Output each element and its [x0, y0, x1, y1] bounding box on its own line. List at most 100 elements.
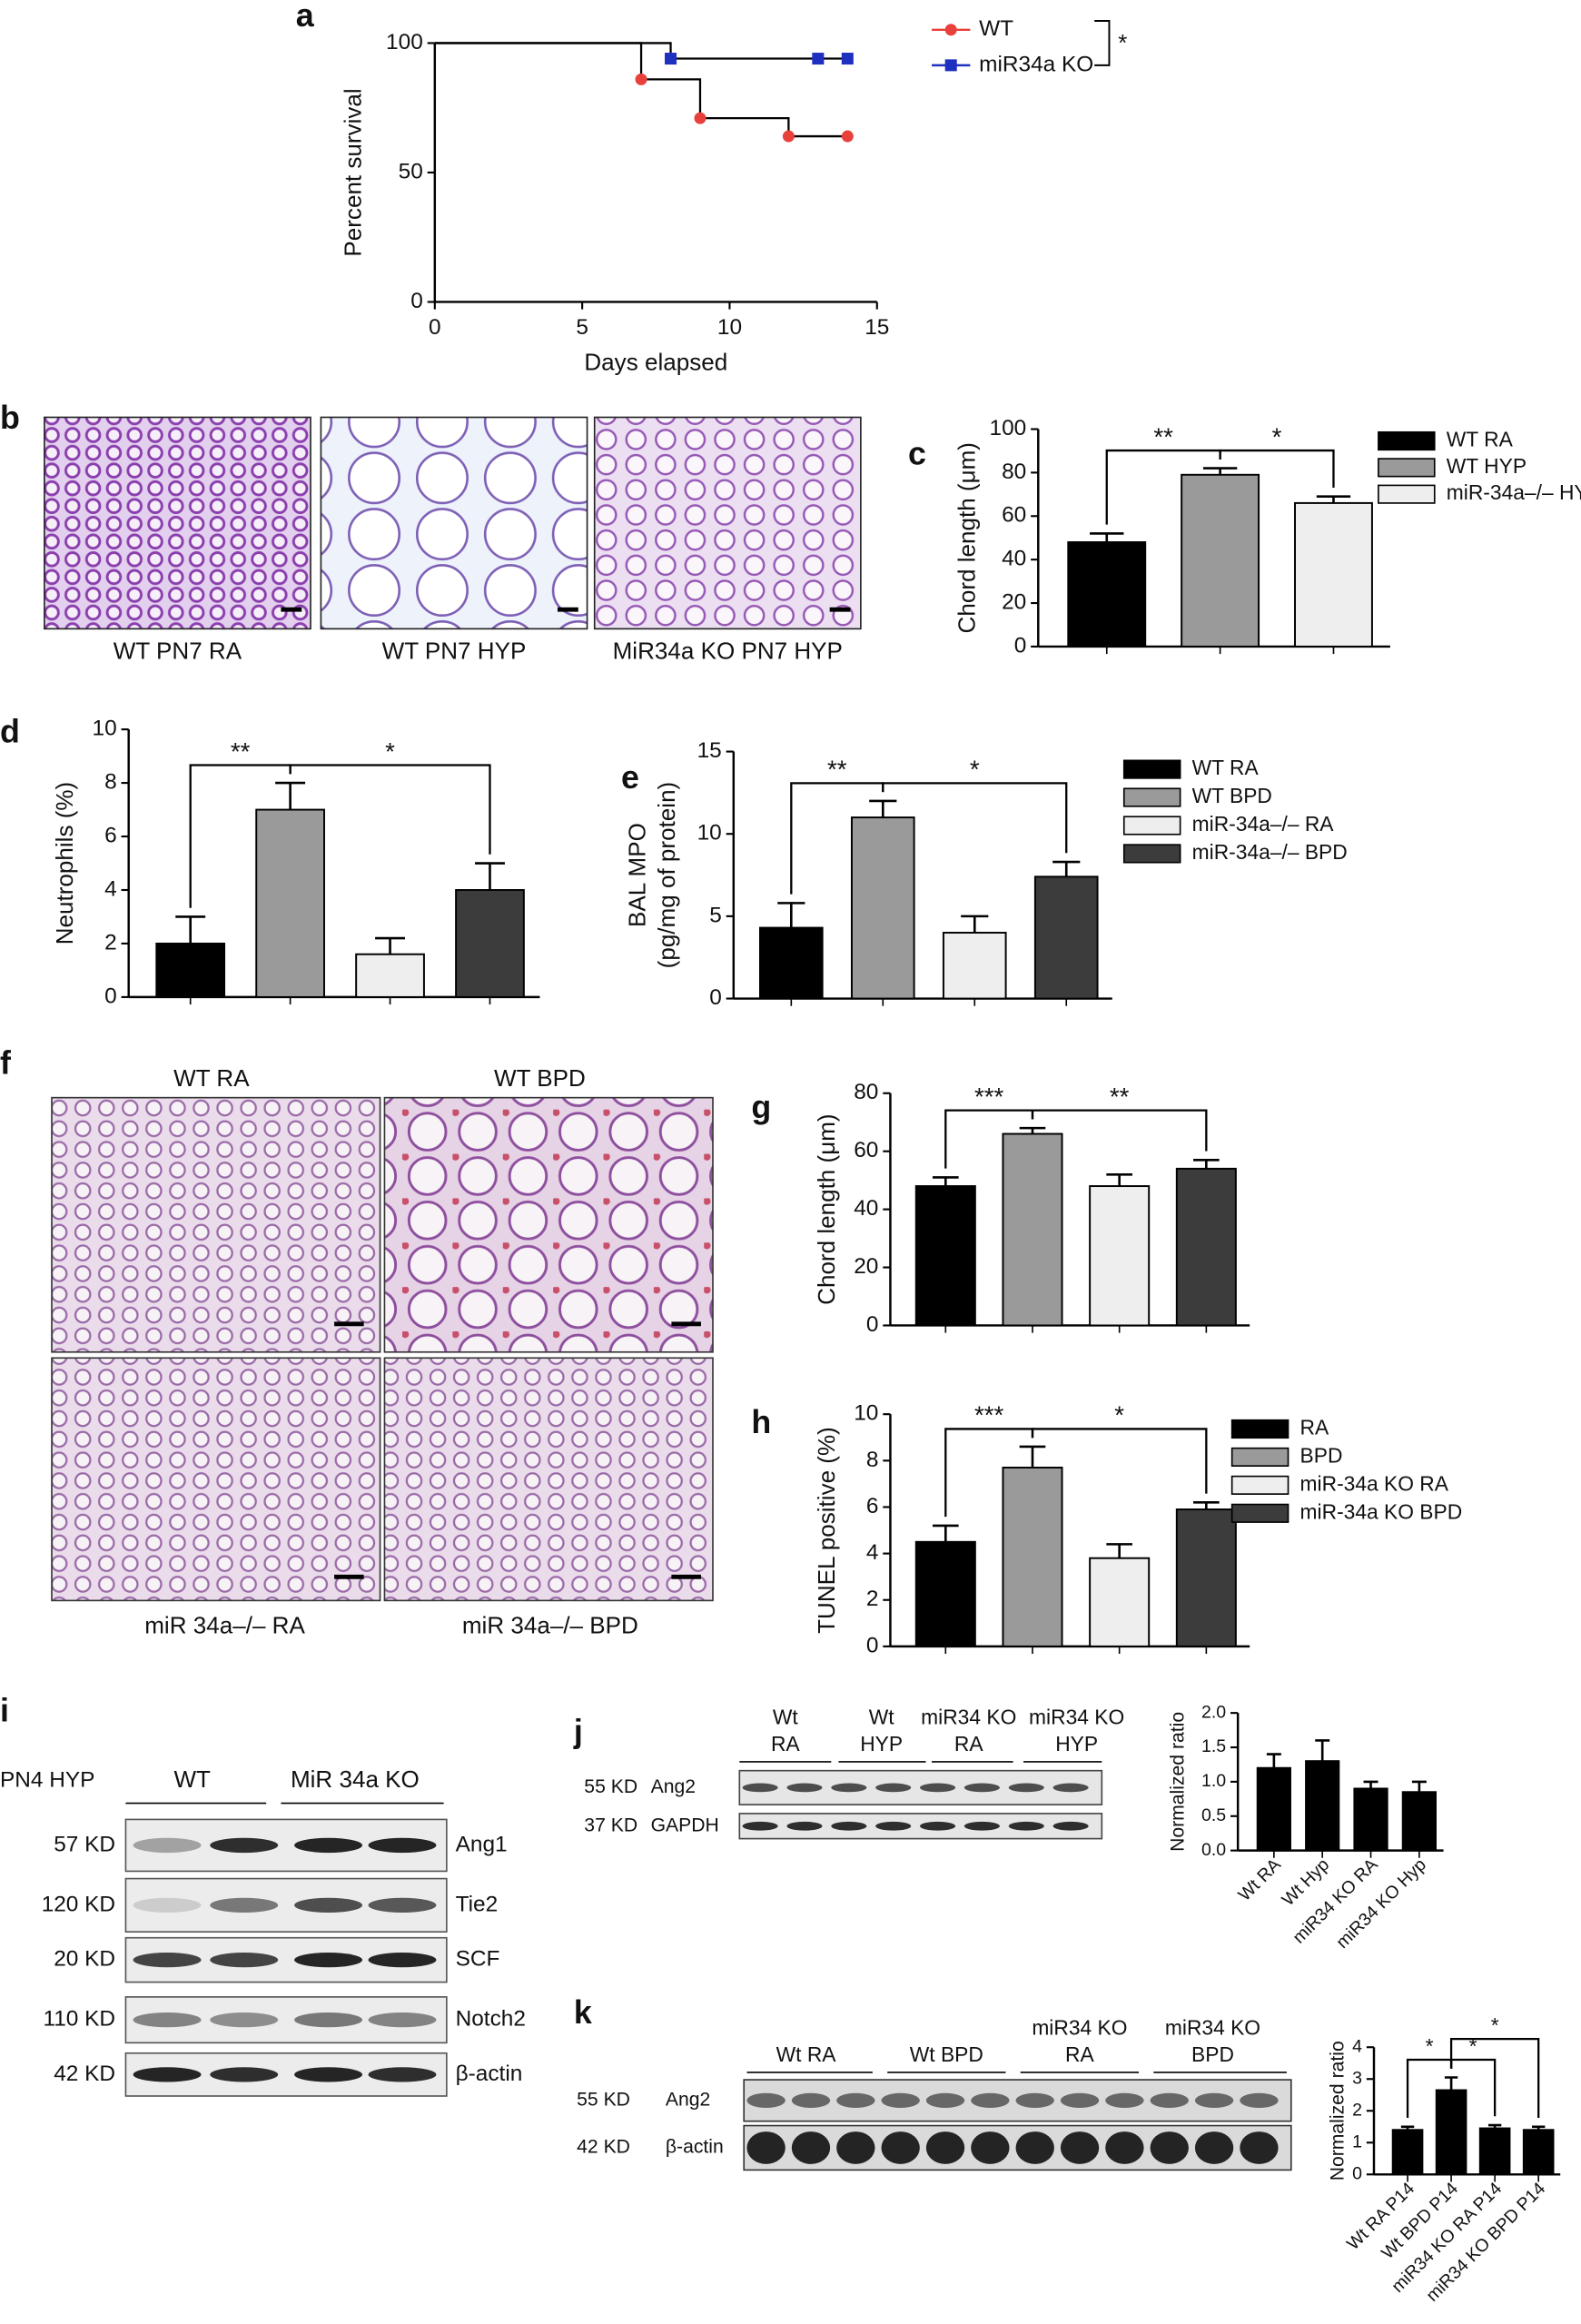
significance-bracket [1031, 1428, 1208, 1494]
image-title: WT RA [173, 1064, 250, 1092]
x-axis-label: Days elapsed [584, 349, 727, 376]
blot-protein: β-actin [666, 2137, 724, 2158]
y-tick-label: 2 [1352, 2100, 1362, 2120]
micrograph [383, 1096, 714, 1353]
significance-label: ** [1110, 1083, 1130, 1111]
blot-band [1105, 2131, 1144, 2164]
blot-group: miR34 KO [921, 1706, 1016, 1729]
y-tick-label: 0.0 [1201, 1840, 1226, 1860]
y-tick-label: 0 [866, 1633, 879, 1657]
blot-band [836, 2131, 875, 2164]
blot-group: RA [1065, 2042, 1094, 2066]
bar [1401, 1791, 1437, 1852]
legend-swatch [1122, 844, 1181, 864]
micrograph [44, 416, 311, 630]
blot-band [881, 2092, 920, 2109]
significance-label: ** [827, 756, 847, 784]
bar [155, 942, 226, 998]
blot-band [133, 1897, 202, 1914]
error-bar [1400, 2125, 1415, 2131]
x-tick-label: Wt RA [1234, 1854, 1284, 1904]
x-tick-label: 5 [576, 315, 588, 340]
blot-band [971, 2092, 1010, 2109]
blot-size: 55 KD [577, 2089, 630, 2110]
blot-band [294, 2012, 363, 2028]
y-tick-label: 0 [104, 984, 117, 1008]
blot-band [925, 2131, 965, 2164]
blot-size: 110 KD [43, 2007, 115, 2032]
blot-band [786, 1783, 823, 1793]
blot-group: RA [954, 1732, 983, 1755]
blot-band [831, 1783, 867, 1793]
y-tick-label: 10 [697, 821, 722, 846]
error-bar [1315, 1739, 1330, 1762]
error-bar [961, 915, 989, 934]
significance-label: *** [974, 1401, 1004, 1429]
micrograph [51, 1357, 381, 1602]
y-tick-label: 4 [866, 1540, 879, 1565]
image-caption: MiR34a KO PN7 HYP [613, 637, 843, 664]
blot-band [1150, 2092, 1189, 2109]
legend-label: WT RA [1447, 428, 1514, 451]
error-bar [777, 902, 805, 928]
blot-band [920, 1821, 956, 1831]
blot-band [742, 1783, 778, 1793]
blot-band [294, 2067, 363, 2082]
blot-band [875, 1783, 912, 1793]
y-tick-label: 8 [866, 1448, 879, 1472]
y-tick-label: 4 [1352, 2036, 1362, 2056]
blot-band [742, 1821, 778, 1831]
error-bar [1363, 1780, 1378, 1789]
blot-protein: Ang2 [651, 1776, 696, 1797]
y-axis-label: Chord length (μm) [954, 442, 981, 633]
significance-label: ** [1153, 422, 1173, 450]
blot-band [1194, 2131, 1234, 2164]
legend-swatch [1230, 1419, 1290, 1439]
legend-bracket [1094, 20, 1111, 66]
y-tick-label: 10 [93, 717, 117, 741]
y-tick-label: 1.5 [1201, 1736, 1226, 1756]
bar [1175, 1508, 1237, 1647]
blot-band [791, 2092, 831, 2109]
error-bar [1487, 2123, 1502, 2129]
y-tick-label: 0 [1352, 2163, 1362, 2183]
y-axis-label: Normalized ratio [1168, 1712, 1189, 1852]
bar [1522, 2129, 1555, 2176]
significance-label: * [1114, 1401, 1124, 1429]
blot-size: 20 KD [54, 1947, 115, 1972]
error-bar [1531, 2125, 1546, 2131]
y-tick-label: 40 [854, 1196, 878, 1221]
significance-bracket [1219, 449, 1335, 488]
legend-swatch [1122, 816, 1181, 836]
legend-label: miR-34a–/– RA [1192, 812, 1335, 836]
significance-label: * [1426, 2034, 1434, 2058]
blot-group: miR34 KO [1029, 1706, 1124, 1729]
blot-band [1008, 1821, 1044, 1831]
error-bar [1316, 495, 1351, 503]
significance-bracket [1031, 1109, 1208, 1152]
blot-condition: PN4 HYP [0, 1768, 94, 1793]
legend-label: WT BPD [1192, 784, 1272, 807]
error-bar [1444, 2076, 1458, 2091]
blot-band [368, 1837, 437, 1854]
significance-label: ** [231, 737, 251, 766]
blot-band [210, 1953, 279, 1968]
bar [1305, 1760, 1340, 1852]
bar [914, 1540, 976, 1647]
error-bar [475, 862, 505, 890]
micrograph [383, 1357, 714, 1602]
significance-label: * [970, 756, 980, 784]
significance-bracket [882, 782, 1068, 854]
blot-band [294, 1953, 363, 1968]
significance-label: * [1491, 2013, 1499, 2037]
y-axis-label: Percent survival [340, 88, 367, 256]
blot-band [925, 2092, 965, 2109]
y-tick-label: 0 [709, 985, 722, 1010]
y-tick-label: 4 [104, 876, 117, 901]
bar [1089, 1185, 1151, 1327]
y-tick-label: 10 [854, 1401, 878, 1426]
bar [850, 816, 915, 1000]
legend-label: RA [1300, 1415, 1329, 1439]
error-bar [375, 936, 405, 954]
y-tick-label: 8 [104, 770, 117, 795]
